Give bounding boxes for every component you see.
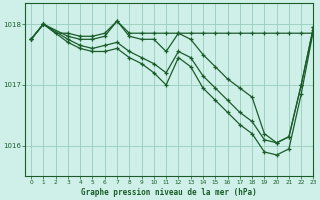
X-axis label: Graphe pression niveau de la mer (hPa): Graphe pression niveau de la mer (hPa) <box>81 188 257 197</box>
